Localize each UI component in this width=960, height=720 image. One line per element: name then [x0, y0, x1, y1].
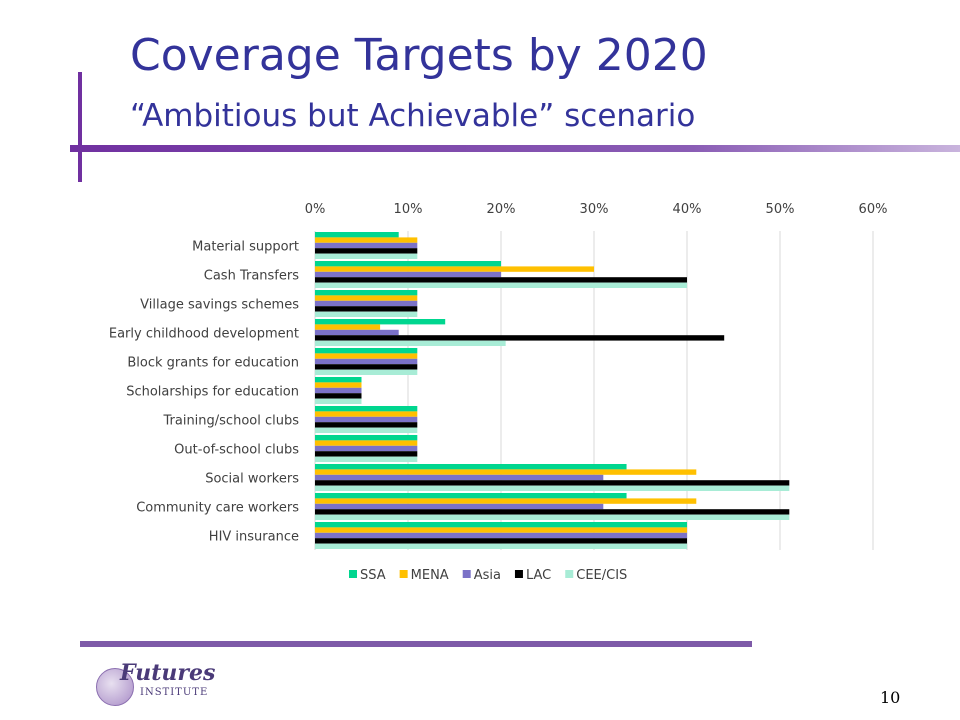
chart-category-labels: Material support Cash Transfers Village sa…	[109, 240, 299, 545]
page-number: 10	[880, 688, 901, 707]
slide-title: Coverage Targets by 2020	[130, 30, 708, 81]
bar-ssa	[315, 435, 418, 441]
x-tick-label: 50%	[766, 202, 795, 217]
bar-ssa	[315, 232, 399, 238]
bar-ssa	[315, 522, 687, 528]
category-label: Early childhood development	[109, 327, 299, 342]
bar-cee-cis	[315, 282, 687, 288]
bar-mena	[315, 440, 418, 446]
bar-mena	[315, 266, 594, 272]
slide-subtitle: “Ambitious but Achievable” scenario	[130, 98, 696, 134]
legend-swatch	[514, 570, 523, 578]
legend-label: LAC	[526, 568, 551, 583]
bar-lac	[315, 451, 418, 457]
bar-lac	[315, 480, 790, 486]
bar-mena	[315, 469, 697, 475]
accent-top-bar	[70, 145, 960, 152]
bar-cee-cis	[315, 369, 418, 375]
x-tick-label: 30%	[580, 202, 609, 217]
logo-subtext: INSTITUTE	[140, 687, 209, 698]
bar-cee-cis	[315, 398, 362, 404]
category-label: Community care workers	[136, 501, 299, 516]
bar-asia	[315, 416, 418, 423]
bar-asia	[315, 387, 362, 394]
legend-label: CEE/CIS	[576, 568, 627, 583]
logo-name: Futures	[120, 660, 216, 686]
bar-asia	[315, 242, 418, 249]
bar-lac	[315, 248, 418, 254]
bar-ssa	[315, 493, 627, 499]
category-label: Village savings schemes	[140, 298, 299, 313]
category-label: Material support	[192, 240, 299, 255]
legend-label: SSA	[360, 568, 386, 583]
bar-cee-cis	[315, 485, 790, 491]
bar-asia	[315, 271, 501, 278]
category-label: HIV insurance	[209, 530, 299, 545]
category-label: Training/school clubs	[162, 414, 299, 429]
bar-lac	[315, 393, 362, 399]
category-label: Cash Transfers	[204, 269, 299, 284]
bar-asia	[315, 532, 687, 539]
x-tick-label: 10%	[394, 202, 423, 217]
legend-swatch	[462, 570, 471, 578]
category-label: Social workers	[205, 472, 299, 487]
category-label: Block grants for education	[127, 356, 299, 371]
bar-asia	[315, 329, 399, 336]
bar-mena	[315, 295, 418, 301]
bar-cee-cis	[315, 311, 418, 317]
x-tick-label: 60%	[859, 202, 888, 217]
legend-label: MENA	[411, 568, 449, 583]
bar-mena	[315, 353, 418, 359]
accent-bottom-bar	[80, 641, 752, 647]
bar-mena	[315, 498, 697, 504]
bar-cee-cis	[315, 456, 418, 462]
bar-ssa	[315, 377, 362, 383]
bar-lac	[315, 422, 418, 428]
bar-ssa	[315, 261, 501, 267]
bar-mena	[315, 527, 687, 533]
bar-asia	[315, 503, 604, 510]
category-label: Out-of-school clubs	[174, 443, 299, 458]
legend-swatch	[399, 570, 408, 578]
bar-lac	[315, 277, 687, 283]
bar-cee-cis	[315, 253, 418, 259]
globe-icon	[96, 668, 134, 706]
bar-mena	[315, 324, 381, 330]
bar-mena	[315, 411, 418, 417]
futures-institute-logo: Futures INSTITUTE	[96, 660, 256, 710]
bar-lac	[315, 335, 725, 341]
legend-label: Asia	[474, 568, 501, 583]
x-tick-label: 20%	[487, 202, 516, 217]
chart-legend: SSA MENA Asia LAC CEE/CIS	[349, 568, 627, 583]
bar-cee-cis	[315, 514, 790, 520]
bar-cee-cis	[315, 340, 506, 346]
bar-asia	[315, 300, 418, 307]
bar-asia	[315, 445, 418, 452]
bar-cee-cis	[315, 543, 687, 549]
bar-asia	[315, 358, 418, 365]
bar-ssa	[315, 319, 446, 325]
bar-mena	[315, 382, 362, 388]
bar-lac	[315, 306, 418, 312]
bar-lac	[315, 364, 418, 370]
x-tick-label: 0%	[305, 202, 326, 217]
accent-vertical-bar	[78, 72, 82, 182]
bar-mena	[315, 237, 418, 243]
bar-ssa	[315, 348, 418, 354]
bar-ssa	[315, 406, 418, 412]
bar-asia	[315, 474, 604, 481]
bar-lac	[315, 509, 790, 515]
legend-swatch	[349, 570, 357, 578]
bar-cee-cis	[315, 427, 418, 433]
legend-swatch	[565, 570, 574, 578]
chart-x-tick-labels: 0% 10% 20% 30% 40% 50% 60%	[305, 202, 888, 217]
bar-lac	[315, 538, 687, 544]
bar-ssa	[315, 464, 627, 470]
x-tick-label: 40%	[673, 202, 702, 217]
category-label: Scholarships for education	[126, 385, 299, 400]
chart-bars	[315, 232, 790, 549]
bar-ssa	[315, 290, 418, 296]
coverage-bar-chart: 0% 10% 20% 30% 40% 50% 60% Material support Cas…	[109, 202, 888, 583]
